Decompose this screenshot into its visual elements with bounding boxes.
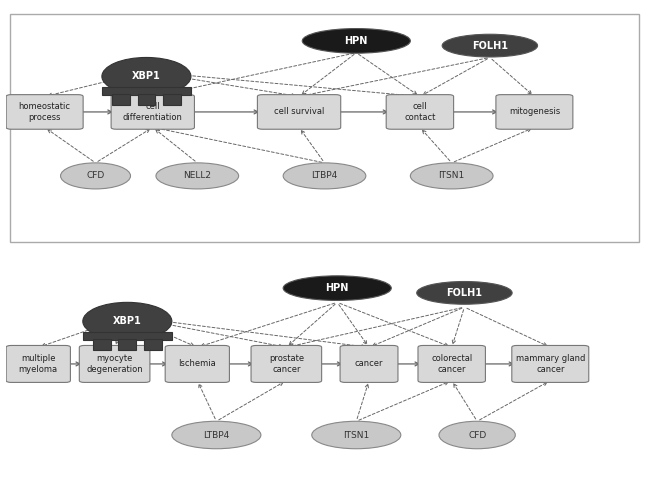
FancyBboxPatch shape xyxy=(496,95,573,129)
Text: CFD: CFD xyxy=(468,430,486,439)
Text: XBP1: XBP1 xyxy=(113,317,141,326)
FancyBboxPatch shape xyxy=(138,94,155,105)
Text: ITSN1: ITSN1 xyxy=(439,171,465,180)
Ellipse shape xyxy=(60,163,130,189)
Ellipse shape xyxy=(417,282,512,304)
FancyBboxPatch shape xyxy=(165,345,229,383)
Text: FOLH1: FOLH1 xyxy=(472,41,508,50)
FancyBboxPatch shape xyxy=(6,95,83,129)
Ellipse shape xyxy=(442,34,537,57)
Text: mammary gland
cancer: mammary gland cancer xyxy=(515,354,585,373)
Text: HPN: HPN xyxy=(326,283,349,293)
Text: LTBP4: LTBP4 xyxy=(203,430,230,439)
Text: HPN: HPN xyxy=(345,36,368,46)
FancyBboxPatch shape xyxy=(102,87,191,95)
Text: cell survival: cell survival xyxy=(274,107,324,116)
Text: multiple
myeloma: multiple myeloma xyxy=(19,354,58,373)
FancyBboxPatch shape xyxy=(118,339,136,350)
Text: cell
differentiation: cell differentiation xyxy=(123,102,183,121)
FancyBboxPatch shape xyxy=(112,94,130,105)
Ellipse shape xyxy=(439,421,515,449)
Ellipse shape xyxy=(102,57,191,95)
FancyBboxPatch shape xyxy=(93,339,111,350)
FancyBboxPatch shape xyxy=(144,339,162,350)
FancyBboxPatch shape xyxy=(386,95,454,129)
Ellipse shape xyxy=(156,163,239,189)
Ellipse shape xyxy=(302,29,410,53)
Text: LTBP4: LTBP4 xyxy=(312,171,337,180)
Text: cancer: cancer xyxy=(355,359,384,368)
Text: mitogenesis: mitogenesis xyxy=(509,107,560,116)
Text: myocyte
degeneration: myocyte degeneration xyxy=(86,354,143,373)
Text: prostate
cancer: prostate cancer xyxy=(269,354,304,373)
FancyBboxPatch shape xyxy=(79,345,150,383)
Ellipse shape xyxy=(283,163,366,189)
Text: homeostatic
process: homeostatic process xyxy=(19,102,71,121)
Ellipse shape xyxy=(410,163,493,189)
Text: XBP1: XBP1 xyxy=(132,72,161,82)
FancyBboxPatch shape xyxy=(83,332,172,340)
FancyBboxPatch shape xyxy=(258,95,341,129)
FancyBboxPatch shape xyxy=(6,345,70,383)
Text: FOLH1: FOLH1 xyxy=(447,288,482,298)
FancyBboxPatch shape xyxy=(418,345,485,383)
Ellipse shape xyxy=(83,302,172,340)
FancyBboxPatch shape xyxy=(163,94,181,105)
Text: ITSN1: ITSN1 xyxy=(343,430,369,439)
FancyBboxPatch shape xyxy=(111,95,195,129)
Text: cell
contact: cell contact xyxy=(404,102,435,121)
Ellipse shape xyxy=(283,276,391,300)
Text: colorectal
cancer: colorectal cancer xyxy=(431,354,472,373)
Text: Ischemia: Ischemia xyxy=(178,359,216,368)
Text: CFD: CFD xyxy=(86,171,104,180)
Ellipse shape xyxy=(172,421,261,449)
Ellipse shape xyxy=(312,421,401,449)
FancyBboxPatch shape xyxy=(512,345,589,383)
Text: NELL2: NELL2 xyxy=(183,171,212,180)
FancyBboxPatch shape xyxy=(251,345,322,383)
FancyBboxPatch shape xyxy=(340,345,398,383)
